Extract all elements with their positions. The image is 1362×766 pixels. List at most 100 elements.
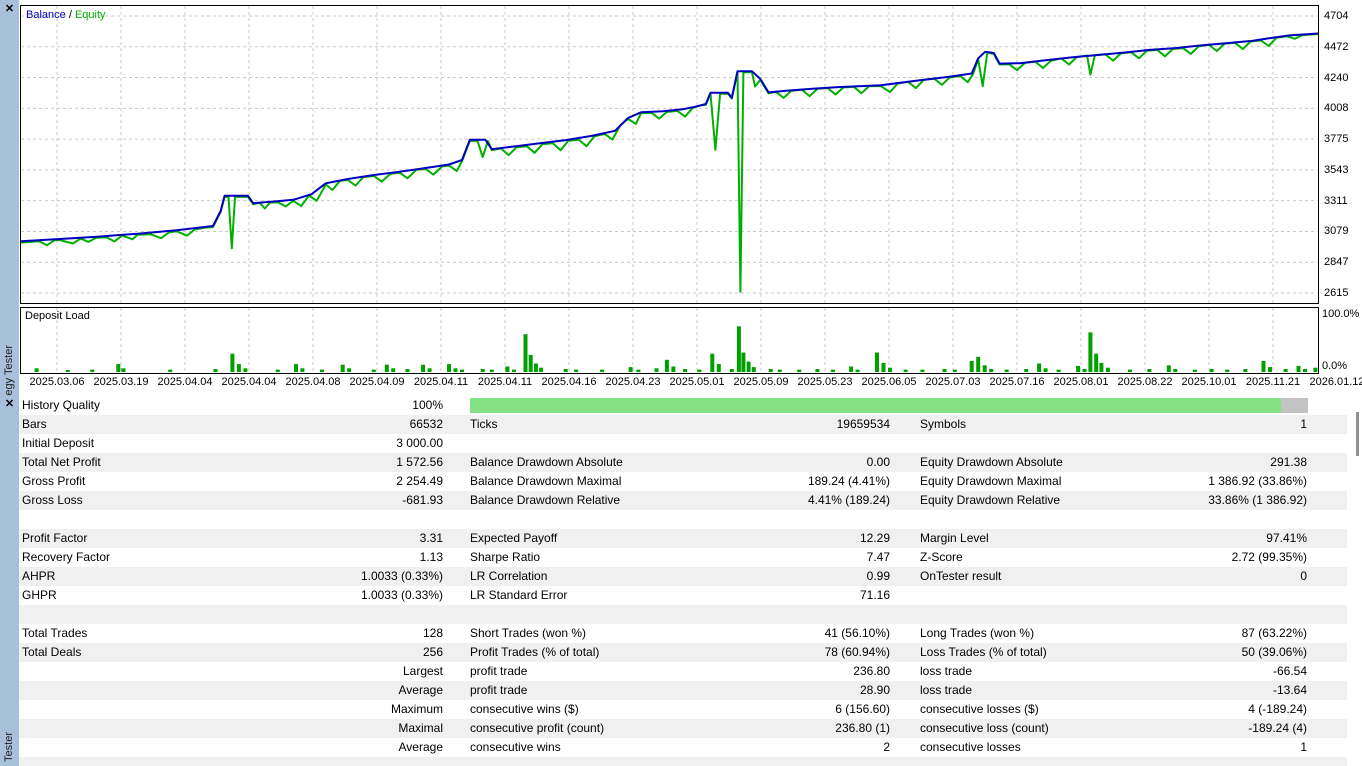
stat-value: 1.0033 (0.33%) bbox=[360, 588, 443, 602]
stat-value: 19659534 bbox=[836, 417, 890, 431]
stat-label: Symbols bbox=[920, 417, 967, 431]
equity-legend-label: Equity bbox=[74, 9, 106, 21]
stats-cell: Balance Drawdown Absolute 0.00 bbox=[445, 453, 892, 472]
stat-value: 28.90 bbox=[859, 683, 890, 697]
stats-cell bbox=[892, 757, 1309, 766]
stats-cell: Gross Loss -681.93 bbox=[19, 491, 445, 510]
stats-cell: loss trade -13.64 bbox=[892, 681, 1309, 700]
stat-label: consecutive losses ($) bbox=[920, 702, 1039, 716]
y-axis-tick-label: 3775 bbox=[1324, 133, 1349, 146]
stat-value: 0.00 bbox=[866, 455, 890, 469]
strategy-tester-close-button[interactable]: ✕ bbox=[4, 3, 15, 15]
docked-panel-strip: ✕ egy Tester ✕ Tester bbox=[0, 0, 19, 766]
stats-cell bbox=[892, 586, 1309, 605]
stats-cell bbox=[445, 605, 892, 624]
tester-vertical-label: Tester bbox=[3, 732, 15, 762]
stat-value: 1 386.92 (33.86%) bbox=[1208, 474, 1307, 488]
stat-value: 1.0033 (0.33%) bbox=[360, 569, 443, 583]
stat-label: LR Standard Error bbox=[470, 588, 568, 602]
x-axis-date-label: 2025.03.19 bbox=[93, 376, 149, 388]
stats-cell bbox=[892, 510, 1309, 529]
stats-cell: consecutive profit (count) 236.80 (1) bbox=[445, 719, 892, 738]
stat-value: Maximal bbox=[398, 721, 443, 735]
stat-value: -13.64 bbox=[1272, 683, 1307, 697]
stats-cell: consecutive loss (count) -189.24 (4) bbox=[892, 719, 1309, 738]
x-axis-date-label: 2025.07.03 bbox=[925, 376, 981, 388]
stats-cell: History Quality 100% bbox=[19, 396, 445, 415]
y-axis-tick-label: 2615 bbox=[1324, 287, 1349, 299]
stats-row: History Quality 100% bbox=[19, 396, 1347, 415]
stat-label: profit trade bbox=[470, 664, 528, 678]
stat-value: 12.29 bbox=[859, 531, 890, 545]
x-axis-date-label: 2025.04.23 bbox=[605, 376, 661, 388]
stat-label: consecutive wins bbox=[470, 740, 561, 754]
stats-cell: Gross Profit 2 254.49 bbox=[19, 472, 445, 491]
scrollbar-thumb[interactable] bbox=[1356, 412, 1359, 456]
stats-cell: loss trade -66.54 bbox=[892, 662, 1309, 681]
stat-label: Expected Payoff bbox=[470, 531, 558, 545]
stats-row bbox=[19, 605, 1347, 624]
stat-label: GHPR bbox=[22, 588, 57, 602]
deposit-load-chart[interactable]: Deposit Load bbox=[20, 307, 1319, 374]
stat-label: Sharpe Ratio bbox=[470, 550, 541, 564]
stat-value: Maximum bbox=[390, 702, 443, 716]
stat-value: 2 254.49 bbox=[396, 474, 443, 488]
x-axis-date-label: 2025.08.22 bbox=[1117, 376, 1173, 388]
stats-cell: Initial Deposit 3 000.00 bbox=[19, 434, 445, 453]
x-axis-date-label: 2025.04.09 bbox=[349, 376, 405, 388]
stats-cell: consecutive losses 1 bbox=[892, 738, 1309, 757]
stat-label: LR Correlation bbox=[470, 569, 548, 583]
stat-value: 78 (60.94%) bbox=[824, 645, 890, 659]
stat-value: 3.31 bbox=[419, 531, 443, 545]
stats-cell bbox=[19, 757, 445, 766]
stat-label: loss trade bbox=[920, 664, 973, 678]
stats-cell: Average bbox=[19, 681, 445, 700]
stats-cell: Short Trades (won %) 41 (56.10%) bbox=[445, 624, 892, 643]
stats-row: Average profit trade 28.90 loss trade -13.… bbox=[19, 681, 1347, 700]
y-axis-tick-label: 3543 bbox=[1324, 163, 1349, 176]
stat-value: 189.24 (4.41%) bbox=[807, 474, 890, 488]
stat-value: Largest bbox=[402, 664, 443, 678]
stats-row: Gross Loss -681.93 Balance Drawdown Relat… bbox=[19, 491, 1347, 510]
stats-cell: Ticks 19659534 bbox=[445, 415, 892, 434]
stats-row: Total Trades 128 Short Trades (won %) 41 (… bbox=[19, 624, 1347, 643]
stat-value: Average bbox=[398, 740, 443, 754]
stat-value: 3 000.00 bbox=[396, 436, 443, 450]
stats-cell: Equity Drawdown Relative 33.86% (1 386.92… bbox=[892, 491, 1309, 510]
stats-cell bbox=[892, 605, 1309, 624]
stat-value: -66.54 bbox=[1272, 664, 1307, 678]
stat-value: 0.99 bbox=[866, 569, 890, 583]
stat-value: 291.38 bbox=[1270, 455, 1307, 469]
stats-cell: Bars 66532 bbox=[19, 415, 445, 434]
y-axis-tick-label: 3079 bbox=[1324, 225, 1349, 238]
stat-label: consecutive loss (count) bbox=[920, 721, 1049, 735]
stat-value: 128 bbox=[422, 626, 443, 640]
stats-cell: LR Correlation 0.99 bbox=[445, 567, 892, 586]
stats-cell: GHPR 1.0033 (0.33%) bbox=[19, 586, 445, 605]
stat-label: Profit Factor bbox=[22, 531, 88, 545]
y-axis-tick-label: 4008 bbox=[1324, 102, 1349, 115]
stats-row: Maximum consecutive wins ($) 6 (156.60) c… bbox=[19, 700, 1347, 719]
stat-value: 236.80 (1) bbox=[835, 721, 890, 735]
stat-value: 1 bbox=[1300, 740, 1307, 754]
stat-label: Balance Drawdown Maximal bbox=[470, 474, 622, 488]
stats-row bbox=[19, 510, 1347, 529]
stat-value: 71.16 bbox=[859, 588, 890, 602]
stat-value: 236.80 bbox=[853, 664, 890, 678]
stat-value: -189.24 (4) bbox=[1248, 721, 1307, 735]
stats-cell: Z-Score 2.72 (99.35%) bbox=[892, 548, 1309, 567]
stat-label: Equity Drawdown Maximal bbox=[920, 474, 1062, 488]
stat-label: Equity Drawdown Absolute bbox=[920, 455, 1063, 469]
stat-label: Gross Profit bbox=[22, 474, 86, 488]
stats-row: AHPR 1.0033 (0.33%) LR Correlation 0.99 On… bbox=[19, 567, 1347, 586]
y-axis-tick-label: 4240 bbox=[1324, 71, 1349, 84]
stat-value: 2 bbox=[883, 740, 890, 754]
stats-cell: Total Deals 256 bbox=[19, 643, 445, 662]
stats-cell: AHPR 1.0033 (0.33%) bbox=[19, 567, 445, 586]
stats-row: Largest profit trade 236.80 loss trade -66… bbox=[19, 662, 1347, 681]
balance-equity-chart[interactable]: Balance / Equity bbox=[20, 5, 1319, 304]
tester-report-close-button[interactable]: ✕ bbox=[4, 398, 15, 410]
stats-cell: Profit Trades (% of total) 78 (60.94%) bbox=[445, 643, 892, 662]
y-axis-tick-label: 2847 bbox=[1324, 256, 1349, 269]
stats-cell: profit trade 236.80 bbox=[445, 662, 892, 681]
